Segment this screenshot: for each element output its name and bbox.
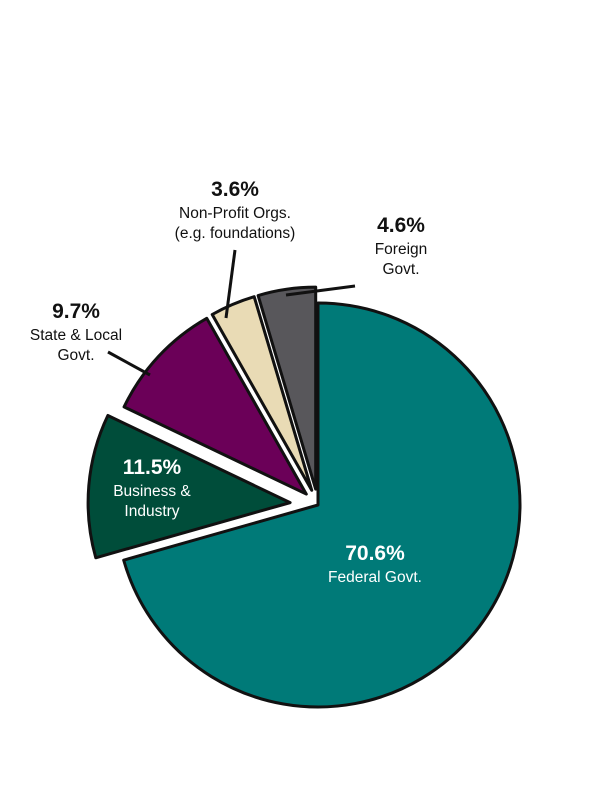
leader-line-foreign-govt (285, 284, 356, 297)
slice-percent-state-local-govt: 9.7% (52, 300, 100, 323)
slice-percent-foreign-govt: 4.6% (377, 214, 425, 237)
slice-label-federal-govt: 70.6% Federal Govt. (328, 542, 422, 586)
pie-slices (86, 285, 522, 709)
leader-line-state-local-govt (107, 350, 151, 377)
slice-name-non-profit-orgs-line-1: Non-Profit Orgs. (179, 205, 291, 222)
pie-slice-business-industry (86, 413, 292, 560)
slice-percent-non-profit-orgs: 3.6% (211, 178, 259, 201)
pie-slice-foreign-govt (256, 285, 318, 491)
leader-line-non-profit-orgs (224, 249, 237, 319)
pie-slice-federal-govt (122, 301, 522, 709)
slice-name-foreign-govt-line-1: Foreign (375, 241, 428, 258)
pie-slice-state-local-govt (122, 316, 308, 496)
slice-percent-business-industry: 11.5% (123, 456, 182, 479)
pie-slice-non-profit-orgs (210, 295, 314, 492)
slice-name-foreign-govt-line-2: Govt. (382, 261, 419, 278)
slice-name-business-industry-line-1: Business & (113, 483, 191, 500)
slice-label-non-profit-orgs: 3.6% Non-Profit Orgs. (e.g. foundations) (175, 178, 296, 242)
slice-name-state-local-govt-line-2: Govt. (57, 347, 94, 364)
slice-name-business-industry-line-2: Industry (124, 503, 179, 520)
slice-label-foreign-govt: 4.6% Foreign Govt. (375, 214, 428, 278)
slice-label-business-industry: 11.5% Business & Industry (113, 456, 191, 520)
slice-name-federal-govt-line-1: Federal Govt. (328, 569, 422, 586)
slice-percent-federal-govt: 70.6% (345, 542, 405, 565)
slice-name-non-profit-orgs-line-2: (e.g. foundations) (175, 225, 296, 242)
slice-label-state-local-govt: 9.7% State & Local Govt. (30, 300, 122, 364)
slice-name-state-local-govt-line-1: State & Local (30, 327, 122, 344)
